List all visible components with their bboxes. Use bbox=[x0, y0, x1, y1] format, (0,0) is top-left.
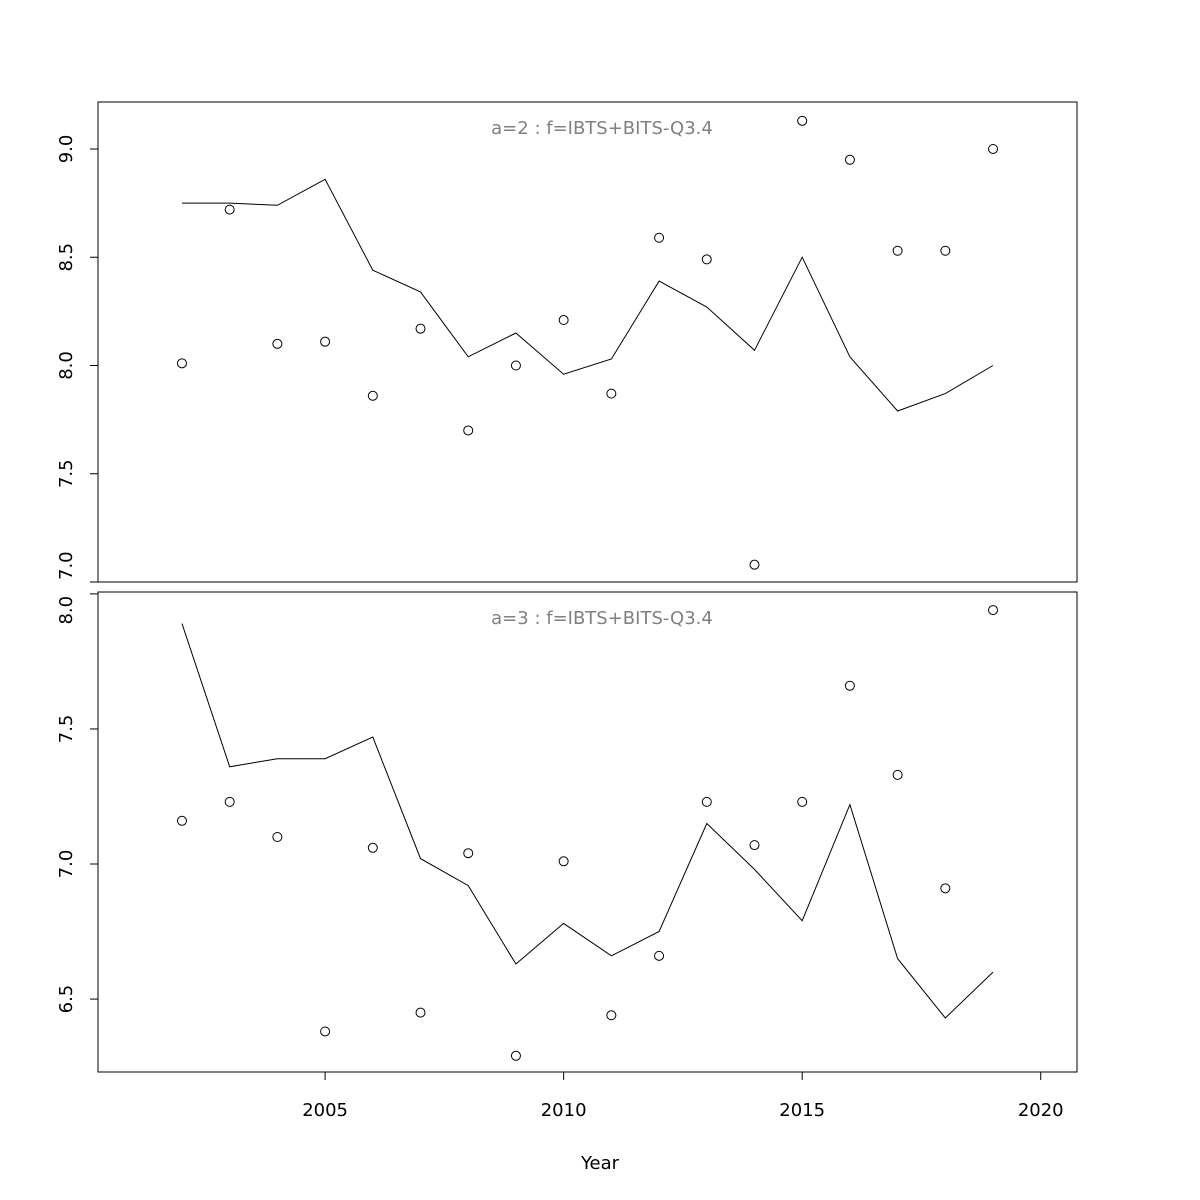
observed-point bbox=[988, 605, 999, 616]
observed-point bbox=[415, 1007, 426, 1018]
observed-point bbox=[940, 883, 951, 894]
y-tick-label: 7.5 bbox=[56, 459, 77, 488]
x-tick-label: 2020 bbox=[1018, 1100, 1064, 1121]
observed-point bbox=[654, 950, 665, 961]
observed-point bbox=[224, 796, 235, 807]
panel-title: a=3 : f=IBTS+BITS-Q3.4 bbox=[491, 608, 713, 629]
observed-point bbox=[367, 390, 378, 401]
observed-point bbox=[844, 680, 855, 691]
y-tick-label: 7.5 bbox=[56, 715, 77, 744]
observed-point bbox=[510, 360, 521, 371]
y-tick-label: 7.0 bbox=[56, 551, 77, 580]
observed-point bbox=[463, 848, 474, 859]
observed-point bbox=[654, 232, 665, 243]
panel-age-2: a=2 : f=IBTS+BITS-Q3.4 7.0 7.5 8.0 8.5 9.0 bbox=[56, 101, 1078, 583]
y-tick-label: 8.5 bbox=[56, 243, 77, 272]
observed-point bbox=[797, 796, 808, 807]
x-tick-label: 2010 bbox=[541, 1100, 587, 1121]
x-axis-label: Year bbox=[580, 1153, 620, 1174]
y-tick-label: 6.5 bbox=[56, 985, 77, 1014]
observed-point bbox=[988, 143, 999, 154]
observed-point bbox=[272, 831, 283, 842]
fitted-line bbox=[182, 178, 994, 412]
observed-point bbox=[272, 338, 283, 349]
observed-point bbox=[367, 842, 378, 853]
observed-point bbox=[320, 336, 331, 347]
observed-point bbox=[892, 769, 903, 780]
x-tick-label: 2015 bbox=[779, 1100, 825, 1121]
observed-point bbox=[558, 315, 569, 326]
observed-point bbox=[606, 388, 617, 399]
x-tick-label: 2005 bbox=[302, 1100, 348, 1121]
plot-frame bbox=[97, 101, 1078, 583]
observed-point bbox=[320, 1026, 331, 1037]
observed-point bbox=[844, 154, 855, 165]
observed-point bbox=[701, 796, 712, 807]
y-tick-label: 8.0 bbox=[56, 596, 77, 625]
observed-point bbox=[415, 323, 426, 334]
observed-point bbox=[749, 559, 760, 570]
fitted-line bbox=[181, 623, 994, 1019]
observed-point bbox=[892, 245, 903, 256]
observed-point bbox=[176, 815, 187, 826]
plot-frame bbox=[97, 591, 1078, 1073]
observed-point bbox=[558, 856, 569, 867]
y-tick-label: 7.0 bbox=[56, 850, 77, 879]
observed-point bbox=[463, 425, 474, 436]
y-tick-label: 9.0 bbox=[56, 135, 77, 164]
observed-point bbox=[701, 254, 712, 265]
observed-point bbox=[224, 204, 235, 215]
observed-point bbox=[749, 840, 760, 851]
y-tick-label: 8.0 bbox=[56, 351, 77, 380]
observed-point bbox=[606, 1010, 617, 1021]
panel-age-3: a=3 : f=IBTS+BITS-Q3.4 6.5 7.0 7.5 8.0 2005 2… bbox=[56, 591, 1078, 1121]
observed-point bbox=[940, 245, 951, 256]
observed-point bbox=[797, 115, 808, 126]
observed-point bbox=[510, 1050, 521, 1061]
panel-title: a=2 : f=IBTS+BITS-Q3.4 bbox=[491, 118, 713, 139]
observed-point bbox=[176, 358, 187, 369]
